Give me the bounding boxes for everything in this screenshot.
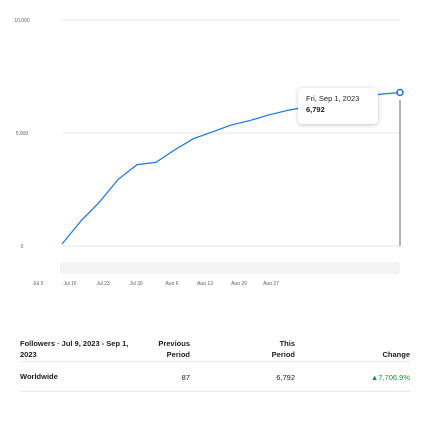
change-label: Change xyxy=(382,350,410,359)
hover-point xyxy=(396,88,404,97)
y-tick-label: 10,000 xyxy=(14,18,30,24)
this-label-1: This xyxy=(279,339,295,348)
x-tick-label: Aug 13 xyxy=(197,281,213,285)
summary-table: Followers · Jul 9, 2023 - Sep 1, 2023 Pr… xyxy=(20,338,410,392)
x-tick-label: Aug 6 xyxy=(165,281,178,285)
x-tick-label: Jul 9 xyxy=(33,281,44,285)
x-tick-label: Jul 23 xyxy=(96,281,110,285)
chart-tooltip: Fri, Sep 1, 2023 6,792 xyxy=(298,88,378,124)
chart-canvas[interactable]: 10,000 5,000 0 Jul 9 Jul 16 Jul 23 Jul 30 Aug 6… xyxy=(0,0,430,285)
x-tick-label: Jul 16 xyxy=(63,281,77,285)
x-tick-label: Aug 27 xyxy=(263,281,279,285)
y-tick-label: 5,000 xyxy=(16,131,29,137)
change-header: Change xyxy=(340,338,410,360)
this-period-header: This Period xyxy=(235,338,295,360)
this-label-2: Period xyxy=(271,350,295,359)
summary-title: Followers · Jul 9, 2023 - Sep 1, 2023 xyxy=(20,339,129,359)
x-tick-label: Jul 30 xyxy=(129,281,143,285)
region-label: Worldwide xyxy=(20,372,58,381)
this-value: 6,792 xyxy=(276,373,295,382)
range-track xyxy=(60,262,400,274)
previous-value: 87 xyxy=(181,373,190,382)
tooltip-value: 6,792 xyxy=(306,105,325,114)
followers-chart[interactable]: 10,000 5,000 0 Jul 9 Jul 16 Jul 23 Jul 30 Aug 6… xyxy=(0,0,430,285)
change-value: ▲7,706.9% xyxy=(370,373,410,382)
tooltip-date: Fri, Sep 1, 2023 xyxy=(306,94,360,103)
previous-period-header: Previous Period xyxy=(130,338,190,360)
previous-label-2: Period xyxy=(166,350,190,359)
summary-header: Followers · Jul 9, 2023 - Sep 1, 2023 Pr… xyxy=(20,338,410,362)
x-tick-label: Aug 20 xyxy=(231,281,247,285)
previous-label-1: Previous xyxy=(158,339,190,348)
y-tick-label: 0 xyxy=(21,244,24,250)
table-row[interactable]: Worldwide 87 6,792 ▲7,706.9% xyxy=(20,362,410,392)
